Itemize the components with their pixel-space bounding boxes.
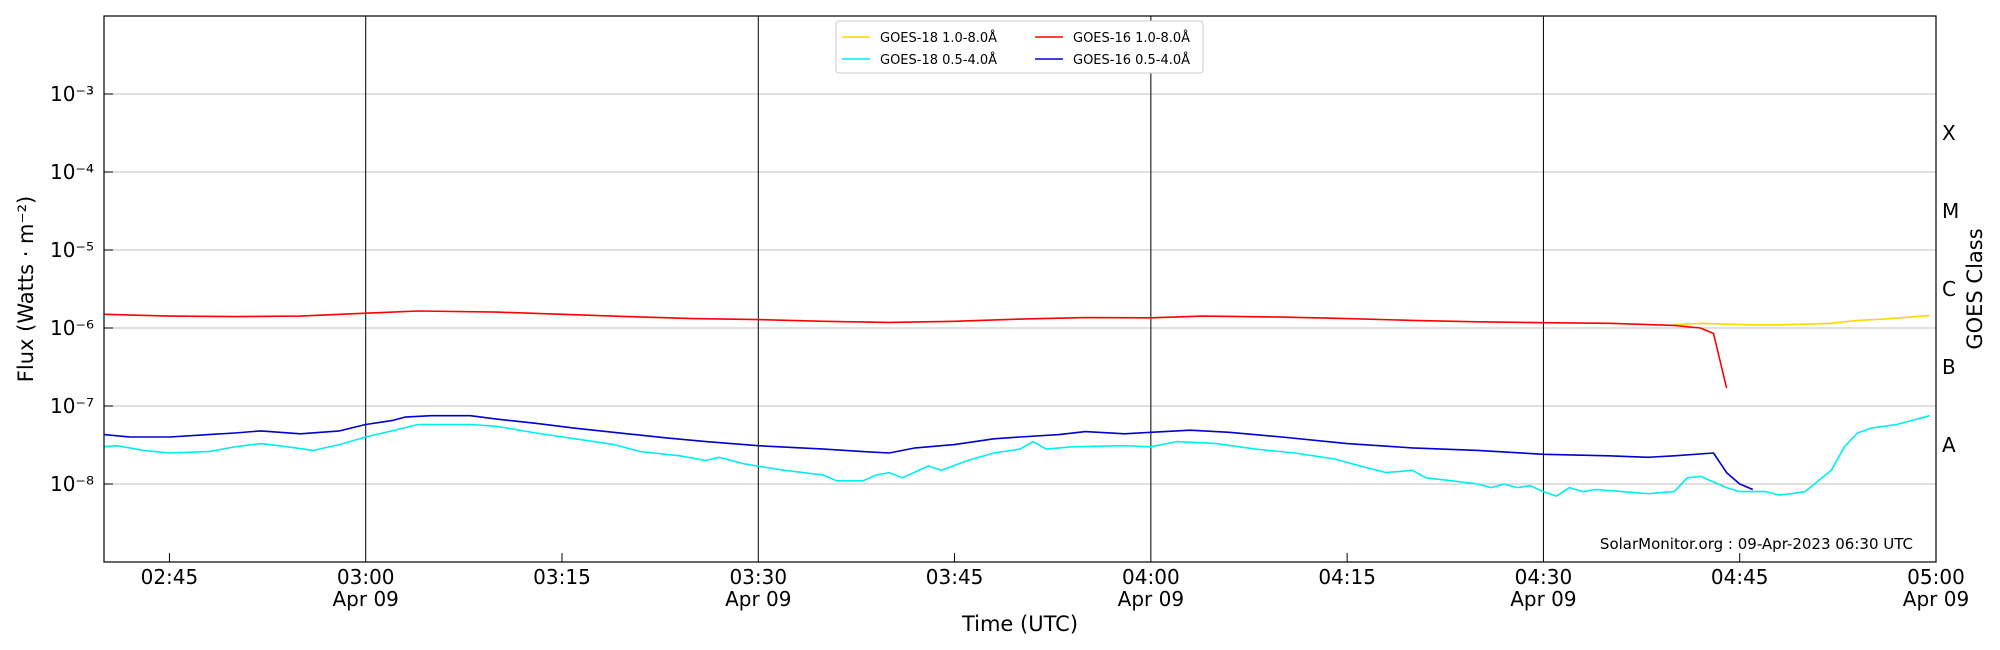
goes-class-label: M — [1942, 199, 1959, 223]
y2-axis-title: GOES Class — [1963, 228, 1987, 349]
y-tick-label: 10⁻⁶ — [50, 316, 94, 340]
grid-layer — [104, 16, 1937, 562]
y-tick-label: 10⁻⁷ — [50, 394, 94, 418]
x-tick-label: 03:15 — [533, 565, 591, 589]
x-tick-date: Apr 09 — [333, 587, 399, 611]
series-line-goes18-short — [103, 414, 1930, 497]
x-tick-date: Apr 09 — [1510, 587, 1576, 611]
x-tick-label: 03:45 — [926, 565, 984, 589]
legend-label-goes16-long: GOES-16 1.0-8.0Å — [1073, 30, 1190, 46]
goes-class-label: B — [1942, 355, 1956, 379]
x-tick-date: Apr 09 — [1118, 587, 1184, 611]
x-tick-label: 04:45 — [1711, 565, 1769, 589]
x-tick-label: 03:30 — [729, 565, 787, 589]
legend-label-goes16-short: GOES-16 0.5-4.0Å — [1073, 52, 1190, 68]
x-tick-date: Apr 09 — [1903, 587, 1969, 611]
series-line-goes18-long — [1674, 314, 1930, 326]
legend-label-goes18-long: GOES-18 1.0-8.0Å — [880, 30, 997, 46]
x-tick-label: 04:30 — [1515, 565, 1573, 589]
x-tick-label: 03:00 — [337, 565, 395, 589]
goes-class-label: X — [1942, 121, 1956, 145]
y-tick-label: 10⁻⁴ — [50, 160, 94, 184]
y-axis-title: Flux (Watts · m⁻²) — [14, 196, 38, 382]
series-layer — [103, 310, 1930, 497]
x-tick-label: 02:45 — [141, 565, 199, 589]
x-tick-label: 04:00 — [1122, 565, 1180, 589]
goes-class-label: A — [1942, 433, 1956, 457]
series-line-goes16-short — [103, 414, 1754, 491]
goes-class-label: C — [1942, 277, 1956, 301]
legend: GOES-18 1.0-8.0Å GOES-18 0.5-4.0Å GOES-1… — [835, 20, 1204, 74]
plot-frame — [103, 15, 1937, 563]
series-line-goes16-long — [103, 310, 1728, 389]
x-tick-label: 04:15 — [1318, 565, 1376, 589]
legend-label-goes18-short: GOES-18 0.5-4.0Å — [880, 52, 997, 68]
y-tick-label: 10⁻⁸ — [50, 472, 94, 496]
y-tick-label: 10⁻⁵ — [50, 238, 94, 262]
x-tick-date: Apr 09 — [725, 587, 791, 611]
y-tick-label: 10⁻³ — [50, 82, 94, 106]
legend-box — [835, 20, 1204, 74]
x-tick-label: 05:00 — [1907, 565, 1965, 589]
credit-text: SolarMonitor.org : 09-Apr-2023 06:30 UTC — [1600, 535, 1913, 553]
x-axis-title: Time (UTC) — [961, 612, 1078, 636]
